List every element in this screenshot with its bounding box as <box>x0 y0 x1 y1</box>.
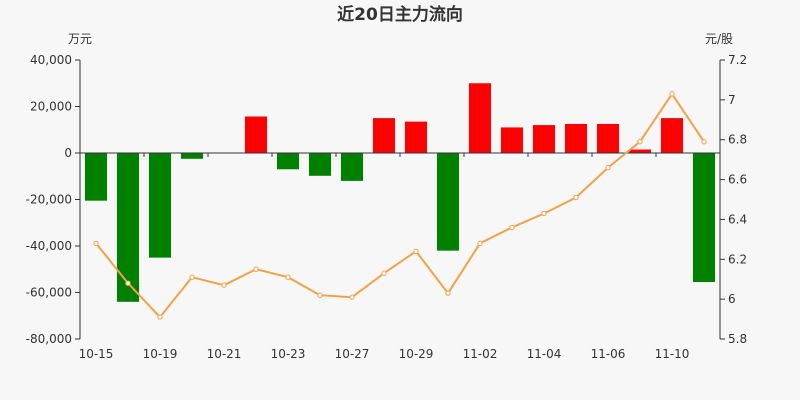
flow-bar <box>340 153 364 181</box>
price-point <box>381 270 387 276</box>
flow-bar <box>372 118 396 153</box>
right-y-axis: 7.2 7 6.8 6.6 6.4 6.2 6 5.8 <box>719 53 747 346</box>
price-point <box>157 314 163 320</box>
flow-bar <box>692 153 716 283</box>
price-point <box>605 164 611 171</box>
left-tick-label: -40,000 <box>26 239 72 253</box>
price-point <box>189 274 195 280</box>
chart-title: 近20日主力流向 <box>337 4 463 25</box>
x-tick-label: 10-27 <box>335 347 370 361</box>
right-tick-label: 7.2 <box>728 53 747 67</box>
price-point <box>509 224 515 231</box>
x-tick-label: 11-04 <box>527 347 562 361</box>
price-point <box>285 274 291 280</box>
flow-bar <box>244 116 268 153</box>
price-point <box>317 292 323 298</box>
price-point <box>253 266 259 272</box>
right-tick-label: 6.6 <box>728 173 747 187</box>
left-tick-label: 20,000 <box>30 100 72 114</box>
flow-bar <box>532 125 556 153</box>
flow-bar <box>180 153 204 159</box>
left-tick-label: 0 <box>64 146 72 160</box>
flow-bar <box>404 121 428 153</box>
flow-bar <box>564 123 588 153</box>
price-line-series <box>93 91 707 320</box>
right-tick-label: 6.8 <box>728 133 747 147</box>
right-tick-label: 6 <box>728 292 736 306</box>
flow-bar <box>436 153 460 251</box>
flow-bar <box>276 153 300 170</box>
price-point <box>669 91 675 97</box>
x-tick-label: 10-23 <box>271 347 306 361</box>
flow-bar <box>116 153 140 302</box>
flow-bar <box>660 118 684 153</box>
price-point <box>477 240 483 247</box>
right-tick-label: 6.4 <box>728 212 747 226</box>
price-point <box>125 280 131 286</box>
x-tick-label: 10-15 <box>79 347 114 361</box>
x-axis: 10-15 10-19 10-21 10-23 10-27 10-29 11-02 11-04… <box>79 152 721 361</box>
left-tick-label: 40,000 <box>30 53 72 67</box>
flow-bar <box>628 149 652 153</box>
x-tick-label: 10-21 <box>207 347 242 361</box>
right-tick-label: 6.2 <box>728 252 747 266</box>
price-point <box>701 139 707 145</box>
price-point <box>93 240 99 247</box>
x-tick-label: 10-29 <box>399 347 434 361</box>
price-point <box>573 194 579 201</box>
price-point <box>541 210 547 217</box>
x-tick-label: 11-10 <box>655 347 690 361</box>
price-point <box>637 139 643 145</box>
flow-bar <box>468 83 492 153</box>
flow-bar <box>596 123 620 153</box>
right-tick-label: 7 <box>728 93 736 107</box>
left-tick-label: -80,000 <box>26 332 72 346</box>
price-point <box>413 248 419 255</box>
right-axis-unit: 元/股 <box>705 32 733 46</box>
left-tick-label: -60,000 <box>26 286 72 300</box>
right-tick-label: 5.8 <box>728 332 747 346</box>
price-point <box>349 294 355 300</box>
bar-series <box>84 83 716 302</box>
price-point <box>445 290 451 296</box>
flow-bar <box>84 153 108 201</box>
x-tick-label: 10-19 <box>143 347 178 361</box>
left-tick-label: -20,000 <box>26 193 72 207</box>
x-tick-label: 11-02 <box>463 347 498 361</box>
flow-bar <box>500 127 524 153</box>
left-y-axis: 40,000 20,000 0 -20,000 -40,000 -60,000 -80,00… <box>26 53 81 346</box>
flow-bar <box>148 153 172 258</box>
price-line <box>95 92 705 319</box>
left-axis-unit: 万元 <box>68 32 92 46</box>
x-tick-label: 11-06 <box>591 347 626 361</box>
flow-bar <box>308 153 332 176</box>
price-point <box>221 282 227 288</box>
